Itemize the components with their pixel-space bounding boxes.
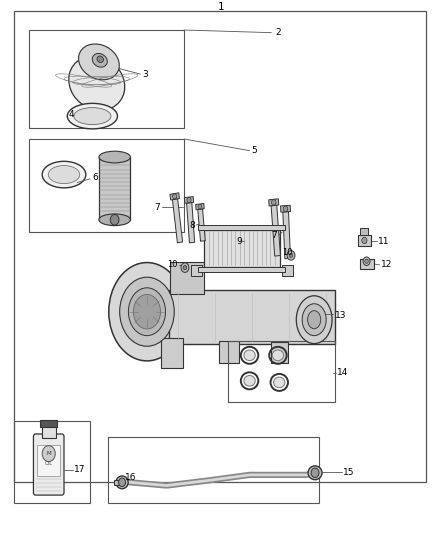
Circle shape	[289, 253, 293, 257]
Circle shape	[183, 265, 187, 270]
Bar	[271, 205, 280, 256]
Bar	[29, 139, 184, 232]
Bar	[198, 266, 286, 272]
Text: 12: 12	[381, 261, 392, 270]
Ellipse shape	[42, 161, 86, 188]
Circle shape	[42, 446, 55, 462]
Text: 16: 16	[125, 473, 137, 482]
Text: 9: 9	[237, 237, 242, 246]
Ellipse shape	[99, 214, 131, 225]
Ellipse shape	[272, 350, 284, 361]
Circle shape	[173, 194, 177, 199]
Ellipse shape	[78, 44, 119, 80]
Bar	[173, 199, 183, 243]
Bar	[40, 419, 57, 427]
Circle shape	[287, 251, 295, 260]
Circle shape	[198, 204, 202, 209]
Text: 13: 13	[335, 311, 346, 320]
Text: 15: 15	[343, 468, 355, 477]
Bar	[170, 262, 204, 294]
Text: 7: 7	[154, 203, 160, 212]
Circle shape	[187, 197, 191, 203]
Text: 4: 4	[68, 110, 74, 119]
Ellipse shape	[308, 466, 322, 480]
Circle shape	[272, 200, 276, 205]
Circle shape	[181, 263, 189, 272]
Ellipse shape	[244, 376, 255, 386]
Bar	[114, 480, 122, 485]
Bar	[204, 230, 280, 266]
Bar	[42, 426, 56, 438]
Text: 17: 17	[74, 465, 85, 474]
Bar	[360, 228, 368, 235]
Bar	[283, 212, 290, 259]
Bar	[283, 265, 293, 276]
FancyBboxPatch shape	[33, 434, 64, 495]
Text: OIL: OIL	[45, 461, 53, 466]
Text: 11: 11	[378, 237, 390, 246]
Ellipse shape	[67, 103, 117, 129]
Bar	[29, 30, 184, 128]
Bar	[191, 265, 201, 276]
Ellipse shape	[296, 296, 332, 344]
Ellipse shape	[307, 311, 321, 329]
Bar	[14, 11, 426, 482]
Circle shape	[283, 206, 288, 212]
Ellipse shape	[274, 377, 285, 387]
Ellipse shape	[244, 350, 255, 361]
Text: 10: 10	[283, 248, 293, 257]
Bar	[358, 235, 371, 246]
Text: 7: 7	[272, 231, 277, 240]
Circle shape	[311, 468, 319, 478]
Bar	[198, 209, 205, 241]
Bar	[184, 197, 194, 203]
Circle shape	[110, 214, 119, 225]
Circle shape	[365, 259, 368, 263]
Ellipse shape	[74, 108, 111, 125]
Ellipse shape	[109, 263, 185, 361]
Ellipse shape	[97, 56, 103, 62]
Circle shape	[363, 257, 370, 265]
Ellipse shape	[134, 294, 160, 329]
Bar	[360, 259, 374, 269]
Bar	[196, 204, 204, 210]
Text: 2: 2	[276, 28, 281, 37]
Bar	[268, 199, 279, 206]
Text: 8: 8	[189, 221, 195, 230]
Text: 6: 6	[92, 173, 98, 182]
Bar	[169, 290, 335, 344]
Text: M: M	[46, 451, 51, 456]
Bar	[228, 341, 335, 402]
Bar	[161, 338, 183, 368]
Bar	[219, 341, 239, 364]
Bar	[271, 342, 288, 364]
Ellipse shape	[116, 476, 128, 489]
Ellipse shape	[69, 56, 125, 110]
Bar	[108, 437, 319, 503]
Bar	[187, 203, 194, 243]
Ellipse shape	[99, 151, 131, 163]
Text: 5: 5	[252, 146, 258, 155]
Bar	[37, 445, 60, 477]
Text: 14: 14	[337, 368, 348, 377]
Text: 10: 10	[167, 261, 178, 270]
Ellipse shape	[48, 166, 80, 183]
Bar	[99, 157, 131, 220]
Text: 3: 3	[143, 70, 148, 79]
Circle shape	[119, 478, 126, 487]
Bar	[14, 421, 90, 503]
Ellipse shape	[92, 53, 107, 67]
Ellipse shape	[128, 288, 166, 336]
Ellipse shape	[302, 304, 326, 336]
Ellipse shape	[120, 277, 174, 346]
Bar	[198, 225, 286, 230]
Text: 1: 1	[218, 2, 225, 12]
Bar	[170, 193, 180, 200]
Bar	[281, 205, 290, 212]
Circle shape	[362, 237, 367, 244]
